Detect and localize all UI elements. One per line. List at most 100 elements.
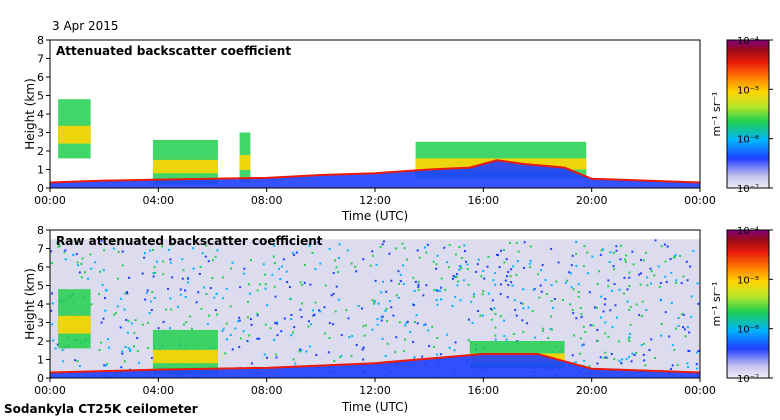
y-axis-2: 0 1 2 3 4 5 6 7 8 [37, 224, 50, 385]
noise-cell [575, 264, 578, 267]
noise-cell [394, 351, 397, 354]
noise-cell [246, 316, 249, 319]
noise-cell [673, 255, 676, 258]
noise-cell [340, 334, 343, 337]
noise-cell [50, 309, 53, 312]
noise-cell [682, 326, 685, 329]
noise-cell [264, 323, 267, 326]
noise-cell [298, 350, 301, 353]
noise-cell [291, 331, 294, 334]
noise-cell [672, 256, 675, 259]
noise-cell [645, 309, 648, 312]
noise-cell [572, 288, 575, 291]
noise-cell [103, 364, 106, 367]
noise-cell [642, 259, 645, 262]
noise-cell [610, 289, 613, 292]
noise-cell [256, 312, 259, 315]
noise-cell [686, 326, 689, 329]
noise-cell [545, 293, 548, 296]
noise-cell [550, 284, 553, 287]
noise-cell [332, 323, 335, 326]
noise-cell [670, 301, 673, 304]
y-tick-label: 8 [37, 224, 44, 237]
noise-cell [425, 284, 428, 287]
noise-cell [676, 364, 679, 367]
noise-cell [271, 273, 274, 276]
noise-cell [650, 338, 653, 341]
noise-cell [170, 308, 173, 311]
cloud-core [239, 154, 251, 170]
noise-cell [646, 284, 649, 287]
noise-cell [570, 264, 573, 267]
noise-cell [494, 283, 497, 286]
noise-cell [529, 245, 532, 248]
noise-cell [125, 318, 128, 321]
noise-cell [395, 294, 398, 297]
noise-cell [446, 261, 449, 264]
noise-cell [613, 358, 616, 361]
noise-cell [551, 328, 554, 331]
noise-cell [382, 280, 385, 283]
noise-cell [458, 268, 461, 271]
noise-cell [61, 349, 64, 352]
noise-cell [677, 316, 680, 319]
noise-cell [640, 258, 643, 261]
noise-cell [398, 321, 401, 324]
noise-cell [250, 259, 253, 262]
noise-cell [165, 308, 168, 311]
noise-cell [538, 296, 541, 299]
noise-cell [467, 283, 470, 286]
noise-cell [280, 330, 283, 333]
noise-cell [364, 324, 367, 327]
noise-cell [483, 277, 486, 280]
x-tick-label: 00:00 [684, 384, 716, 397]
x-tick-label: 12:00 [359, 194, 391, 207]
noise-cell [454, 341, 457, 344]
noise-cell [435, 263, 438, 266]
noise-cell [152, 275, 155, 278]
noise-cell [686, 279, 689, 282]
noise-cell [614, 304, 617, 307]
noise-cell [51, 262, 54, 265]
instrument-caption: Sodankyla CT25K ceilometer [4, 402, 198, 416]
noise-cell [509, 275, 512, 278]
noise-cell [615, 249, 618, 252]
noise-cell [171, 276, 174, 279]
colorbar-2 [726, 229, 770, 379]
noise-cell [75, 253, 78, 256]
noise-cell [586, 272, 589, 275]
noise-cell [186, 281, 189, 284]
noise-cell [162, 320, 165, 323]
noise-cell [503, 335, 506, 338]
y-tick-label: 5 [37, 90, 44, 103]
noise-cell [221, 276, 224, 279]
noise-cell [465, 260, 468, 263]
noise-cell [278, 267, 281, 270]
noise-cell [515, 314, 518, 317]
colorbar-tick-label: 10⁻⁴ [737, 36, 759, 47]
noise-cell [463, 244, 466, 247]
noise-cell [327, 351, 330, 354]
x-axis-1: 00:00 04:00 08:00 12:00 16:00 20:00 00:00 [34, 188, 716, 207]
noise-cell [537, 273, 540, 276]
noise-cell [57, 245, 60, 248]
noise-cell [294, 362, 297, 365]
noise-cell [351, 335, 354, 338]
noise-cell [580, 316, 583, 319]
noise-cell [144, 298, 147, 301]
noise-cell [696, 282, 699, 285]
noise-cell [397, 270, 400, 273]
noise-cell [640, 344, 643, 347]
noise-cell [308, 244, 311, 247]
noise-cell [416, 249, 419, 252]
noise-cell [211, 259, 214, 262]
noise-cell [505, 338, 508, 341]
noise-cell [628, 340, 631, 343]
noise-cell [179, 293, 182, 296]
noise-cell [273, 285, 276, 288]
noise-cell [515, 273, 518, 276]
noise-cell [52, 339, 55, 342]
noise-cell [274, 321, 277, 324]
noise-cell [695, 351, 698, 354]
noise-cell [225, 287, 228, 290]
